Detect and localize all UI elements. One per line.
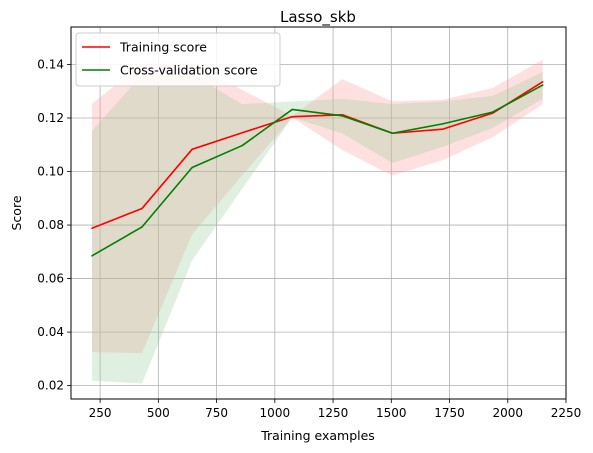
legend-box [75,32,281,87]
x-axis-label: Training examples [260,428,375,443]
plot-frame [70,26,567,400]
cv-score-point [91,255,93,257]
cv-score-point [341,115,344,117]
x-tick-label: 2000 [492,406,523,420]
y-tick-label: 0.14 [37,57,64,71]
y-axis-label: Score [9,195,24,230]
training-score-point [291,115,294,118]
cv-score-point [441,123,444,125]
series-lines [91,81,544,257]
x-tick-label: 1000 [260,406,291,420]
training-score-point [441,128,444,131]
cv-score-point [391,132,394,135]
x-tick-label: 1500 [376,406,407,420]
legend: Training score Cross-validation score [75,32,281,87]
legend-label-cv: Cross-validation score [120,63,258,78]
x-tick-label: 500 [147,406,170,420]
x-axis-ticks: 250 500 750 1000 1250 1500 1750 2000 2250 [89,399,582,420]
confidence-bands [91,59,543,384]
y-tick-label: 0.02 [37,379,64,393]
y-axis-ticks: 0.02 0.04 0.06 0.08 0.10 0.12 0.14 [37,57,71,393]
cv-score-point [241,144,244,147]
training-score-point [541,81,544,83]
training-score-line [91,81,544,229]
cv-score-point [541,84,544,86]
training-score-point [91,227,93,230]
y-tick-label: 0.12 [37,111,64,125]
training-score-point [241,131,244,134]
training-score-band [91,59,543,353]
chart-title: Lasso_skb [280,8,356,27]
cv-score-line [91,84,544,257]
cv-score-point [141,226,143,228]
y-tick-label: 0.08 [37,218,64,232]
x-tick-label: 750 [205,406,228,420]
y-tick-label: 0.06 [37,272,64,286]
cv-score-point [491,111,494,113]
y-tick-label: 0.10 [37,165,64,179]
cv-score-point [291,108,294,111]
cv-score-point [191,166,193,169]
x-tick-label: 1750 [434,406,465,420]
cv-score-band [91,71,543,384]
x-tick-label: 2250 [551,406,582,420]
x-tick-label: 250 [89,406,112,420]
grid-lines [71,27,567,399]
training-score-point [191,148,193,151]
legend-label-training: Training score [119,40,207,55]
x-tick-label: 1250 [318,406,349,420]
training-score-point [141,207,143,210]
y-tick-label: 0.04 [37,325,64,339]
